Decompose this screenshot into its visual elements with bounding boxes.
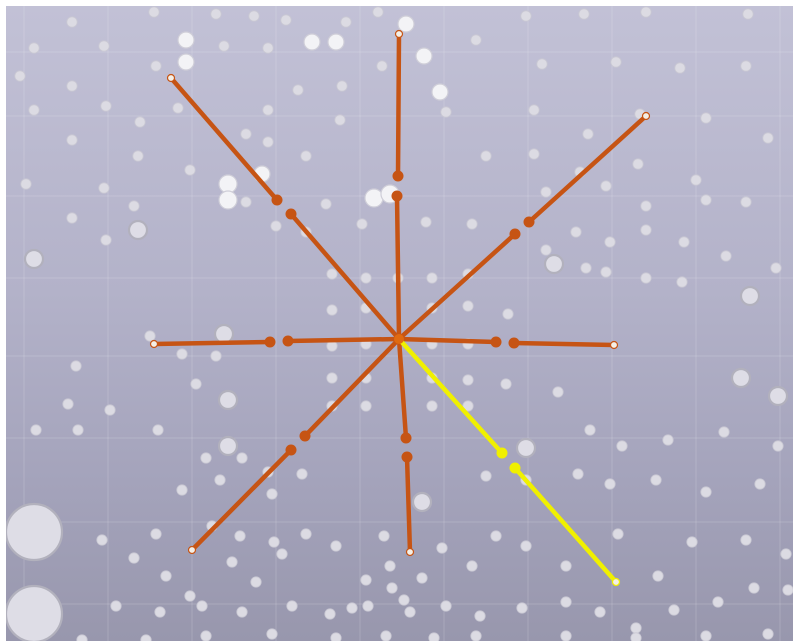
spoke-sw-outer-segment[interactable]: [189, 447, 294, 553]
spoke-n-joint-inner[interactable]: [391, 190, 403, 202]
spoke-se-endpoint[interactable]: [611, 577, 621, 587]
spoke-n-joint-outer[interactable]: [392, 170, 404, 182]
spoke-se-joint-outer[interactable]: [509, 462, 521, 474]
spoke-sw-joint-outer[interactable]: [285, 444, 297, 456]
spoke-ne[interactable]: [396, 111, 651, 342]
spoke-w-joint-inner[interactable]: [282, 335, 294, 347]
spoke-e-endpoint[interactable]: [609, 340, 619, 350]
spoke-w-joint-outer[interactable]: [264, 336, 276, 348]
viewport-scene[interactable]: [6, 6, 793, 641]
spoke-se-outer-segment[interactable]: [512, 465, 619, 585]
spoke-w[interactable]: [149, 335, 402, 349]
spoke-nw-inner-segment[interactable]: [288, 211, 402, 342]
spoke-nw[interactable]: [166, 73, 402, 342]
spoke-s-endpoint[interactable]: [405, 547, 415, 557]
spoke-nw-joint-outer[interactable]: [271, 194, 283, 206]
spoke-se-joint-inner[interactable]: [496, 447, 508, 459]
point-cloud: [6, 6, 793, 641]
spoke-sw-inner-segment[interactable]: [302, 336, 402, 439]
spoke-se[interactable]: [396, 336, 621, 587]
spoke-e-inner-segment[interactable]: [396, 336, 499, 345]
center-joint[interactable]: [394, 334, 404, 344]
spoke-w-outer-segment[interactable]: [151, 339, 273, 347]
spoke-sw[interactable]: [187, 336, 402, 555]
3d-viewport[interactable]: [6, 6, 793, 641]
spoke-nw-outer-segment[interactable]: [168, 75, 280, 203]
spoke-n[interactable]: [391, 29, 404, 342]
spoke-s-joint-outer[interactable]: [401, 451, 413, 463]
spoke-n-outer-segment[interactable]: [395, 31, 402, 179]
spoke-n-inner-segment[interactable]: [394, 193, 402, 342]
spoke-s-inner-segment[interactable]: [396, 336, 409, 441]
spoke-ne-inner-segment[interactable]: [396, 231, 518, 342]
spoke-w-inner-segment[interactable]: [285, 336, 402, 344]
spoke-e-outer-segment[interactable]: [511, 340, 617, 348]
spoke-n-endpoint[interactable]: [394, 29, 404, 39]
spoke-ne-joint-outer[interactable]: [523, 216, 535, 228]
spoke-s[interactable]: [396, 336, 415, 557]
spoke-sw-endpoint[interactable]: [187, 545, 197, 555]
spoke-ne-outer-segment[interactable]: [526, 113, 649, 225]
spoke-ne-endpoint[interactable]: [641, 111, 651, 121]
spoke-group[interactable]: [149, 29, 651, 587]
spoke-s-joint-inner[interactable]: [400, 432, 412, 444]
spoke-w-endpoint[interactable]: [149, 339, 159, 349]
spoke-s-outer-segment[interactable]: [404, 454, 413, 555]
spoke-sw-joint-inner[interactable]: [299, 430, 311, 442]
spoke-nw-endpoint[interactable]: [166, 73, 176, 83]
spoke-nw-joint-inner[interactable]: [285, 208, 297, 220]
spoke-se-inner-segment[interactable]: [396, 336, 505, 456]
spoke-ne-joint-inner[interactable]: [509, 228, 521, 240]
spoke-e-joint-outer[interactable]: [508, 337, 520, 349]
spoke-e[interactable]: [396, 336, 619, 350]
spoke-e-joint-inner[interactable]: [490, 336, 502, 348]
